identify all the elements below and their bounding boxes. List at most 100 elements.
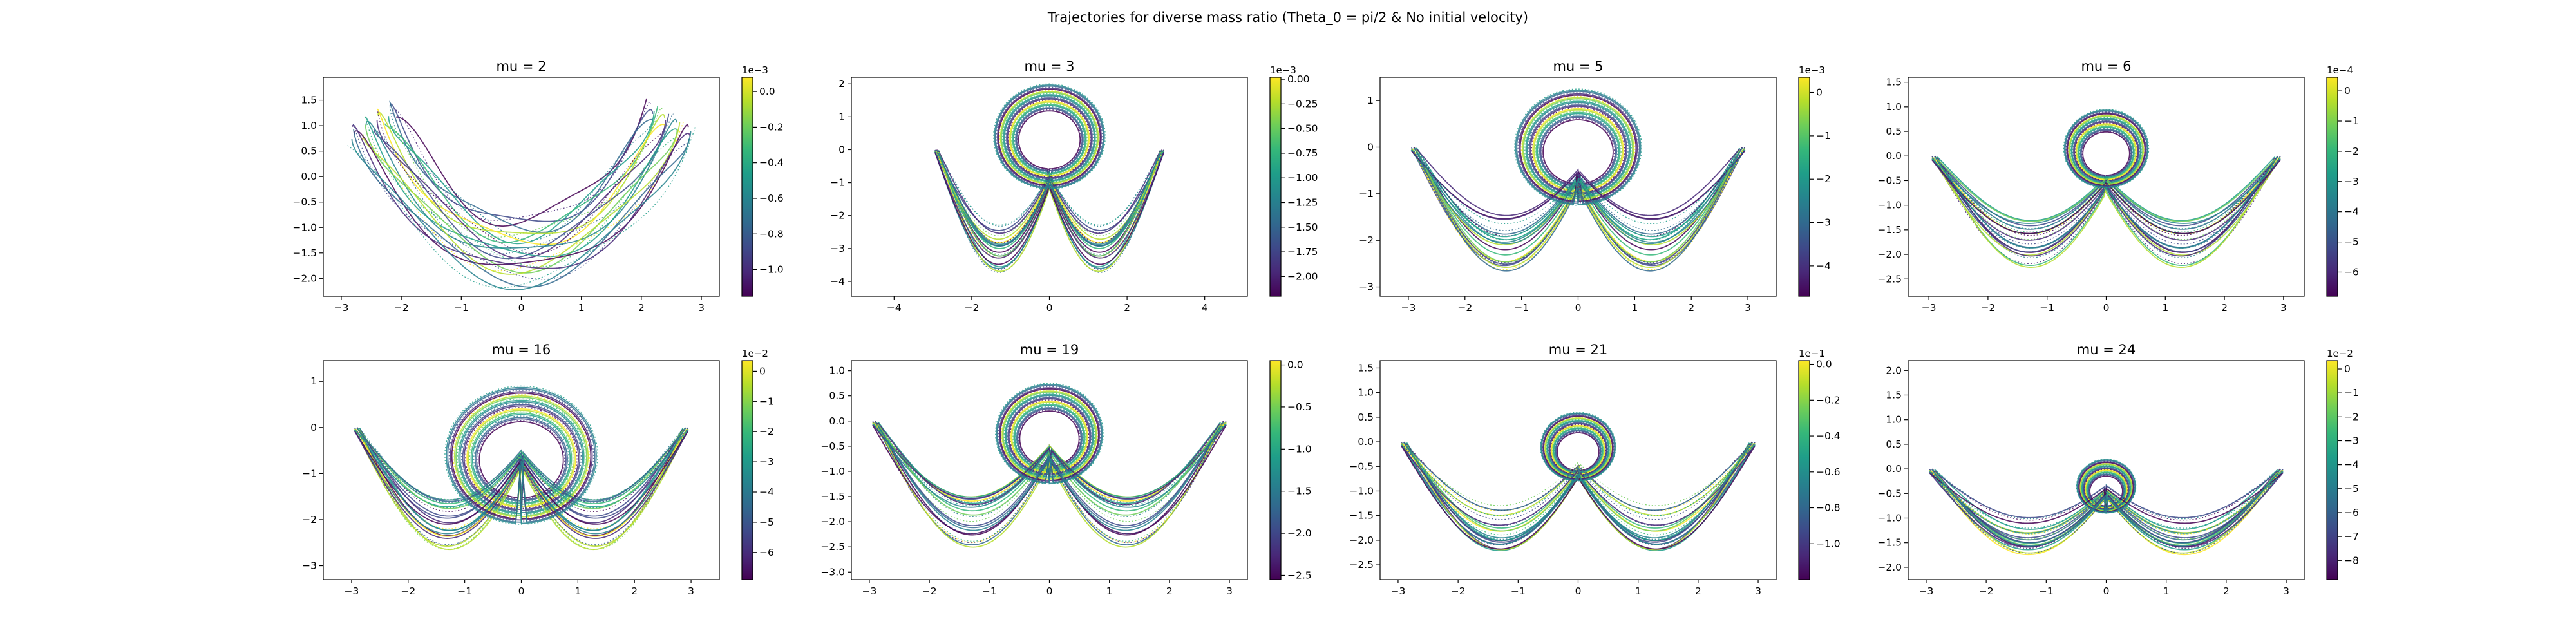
y-tick-label: −1.5 — [1349, 510, 1374, 522]
y-tick-label: 0.5 — [301, 146, 317, 157]
y-tick-label: −1.5 — [820, 491, 845, 502]
y-tick-label: −2 — [1359, 234, 1374, 246]
trajectory-line — [380, 107, 663, 238]
y-tick-label: −2.0 — [1877, 249, 1902, 260]
y-tick-label: −2.5 — [820, 541, 845, 553]
trajectory-line — [1930, 469, 2282, 556]
colorbar-tick-label: 0 — [759, 365, 766, 377]
trajectory-line — [354, 391, 688, 540]
trajectory-line — [1406, 423, 1750, 550]
x-tick-label: 0 — [1575, 302, 1582, 314]
trajectory-line — [357, 412, 685, 505]
trajectory-line — [352, 124, 691, 269]
x-tick-label: −3 — [1391, 585, 1406, 597]
trajectory-line — [1935, 109, 2278, 229]
trajectory-line — [936, 110, 1163, 253]
trajectory-line — [1931, 118, 2281, 224]
y-tick-label: −3 — [830, 243, 845, 254]
trajectory-line — [934, 108, 1164, 231]
x-tick-label: −2 — [1980, 302, 1995, 314]
trajectory-line — [872, 408, 1227, 500]
trajectory-line — [938, 91, 1161, 257]
x-tick-label: 2 — [1695, 585, 1701, 597]
trajectory-line — [1934, 114, 2278, 235]
x-tick-label: −2 — [964, 302, 979, 314]
x-tick-label: −2 — [1451, 585, 1466, 597]
trajectory-line — [1401, 415, 1756, 550]
subplot-title: mu = 6 — [2081, 59, 2131, 74]
trajectory-line — [1929, 465, 2283, 551]
colorbar: −1.0 −0.8 −0.6 −0.4 −0.2 0.01e−1 — [1798, 348, 1841, 580]
trajectory-bundle — [1929, 459, 2284, 556]
colorbar-tick-label: −1.75 — [1287, 246, 1318, 258]
trajectory-line — [875, 403, 1224, 512]
trajectory-line — [1416, 97, 1741, 269]
trajectory-line — [359, 388, 684, 523]
trajectory-line — [358, 404, 685, 517]
x-tick-label: 1 — [1635, 585, 1642, 597]
colorbar-frame — [741, 360, 753, 580]
colorbar-tick-label: −6 — [759, 547, 774, 558]
trajectory-line — [364, 116, 679, 258]
colorbar-tick-label: −1.5 — [1287, 486, 1312, 497]
x-tick-label: 3 — [698, 302, 705, 314]
trajectory-line — [875, 389, 1224, 543]
colorbar-tick-label: −7 — [2344, 531, 2359, 542]
x-tick-label: 0 — [1046, 585, 1053, 597]
trajectory-line — [1934, 459, 2278, 547]
x-tick-label: −1 — [982, 585, 997, 597]
colorbar-tick-label: −0.2 — [1816, 394, 1841, 406]
colorbar-tick-label: 0.0 — [1287, 359, 1303, 371]
colorbar-tick-label: −0.2 — [759, 121, 784, 133]
y-tick-label: −1 — [1359, 188, 1374, 200]
x-tick-label: −2 — [394, 302, 409, 314]
colorbar-gradient — [2327, 361, 2338, 580]
subplot-grid: mu = 2 −3 −2 −1 0 1 2 3 −2.0 −1.5 −1.0 −0.5 0.0 0.5 1.… — [292, 59, 2359, 597]
trajectory-line — [1936, 122, 2277, 236]
trajectory-line — [875, 383, 1224, 506]
colorbar-offset-label: 1e−3 — [742, 64, 768, 76]
colorbar-tick-label: −1 — [2344, 115, 2359, 127]
trajectory-line — [934, 95, 1165, 269]
trajectory-line — [377, 111, 665, 254]
trajectory-line — [1937, 115, 2276, 269]
colorbar-offset-label: 1e−4 — [2327, 64, 2353, 76]
x-tick-label: −3 — [344, 585, 359, 597]
colorbar-frame — [1269, 360, 1282, 580]
y-tick-label: −3 — [302, 560, 317, 572]
y-tick-label: −2.5 — [1349, 559, 1374, 571]
x-tick-label: 2 — [2223, 585, 2230, 597]
y-tick-label: −0.5 — [820, 440, 845, 452]
trajectory-line — [1415, 107, 1741, 237]
x-tick-label: −1 — [2040, 302, 2054, 314]
trajectory-line — [1404, 427, 1752, 529]
y-tick-label: 0 — [310, 422, 317, 433]
y-tick-label: 0 — [838, 144, 845, 155]
colorbar-tick-label: −1.00 — [1287, 172, 1318, 184]
trajectory-line — [347, 127, 696, 289]
trajectory-line — [1935, 469, 2278, 530]
trajectory-line — [872, 409, 1227, 544]
colorbar-tick-label: −0.4 — [759, 157, 784, 169]
colorbar: −2.5 −2.0 −1.5 −1.0 −0.5 0.0 — [1269, 359, 1312, 581]
trajectory-line — [935, 102, 1164, 236]
x-tick-label: −1 — [454, 302, 469, 314]
trajectory-line — [876, 397, 1222, 527]
y-tick-label: −1 — [830, 177, 845, 189]
x-tick-label: −2 — [401, 585, 415, 597]
trajectory-bundle — [347, 98, 696, 290]
trajectory-line — [1414, 88, 1743, 225]
x-tick-label: 3 — [2283, 585, 2289, 597]
trajectory-line — [875, 410, 1224, 536]
y-tick-label: −1.0 — [1877, 200, 1902, 211]
y-tick-label: −1.5 — [1877, 537, 1902, 549]
colorbar-tick-label: −2 — [2344, 411, 2359, 422]
x-tick-label: −1 — [457, 585, 472, 597]
y-tick-label: 1 — [838, 111, 845, 122]
trajectory-line — [1935, 126, 2278, 267]
colorbar-frame — [2326, 77, 2338, 297]
trajectory-line — [389, 103, 654, 222]
trajectory-bundle — [871, 383, 1227, 548]
colorbar-tick-label: −6 — [2344, 507, 2359, 518]
trajectory-line — [1937, 121, 2275, 257]
